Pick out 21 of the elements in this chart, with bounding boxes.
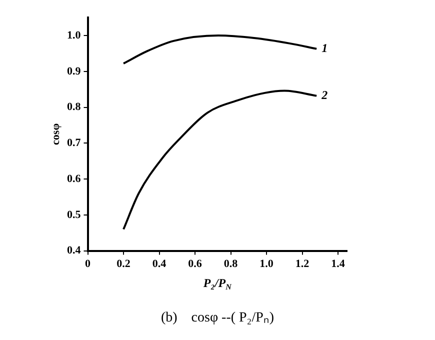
y-axis-title: cosφ [50,123,62,145]
x-tick-label: 1.4 [331,258,346,270]
y-tick-label: 0.6 [67,172,82,185]
y-tick-label: 0.8 [67,101,82,114]
y-tick-label: 0.9 [67,65,82,78]
x-tick-label: 1.2 [295,258,310,270]
x-tick-label: 0 [85,258,91,270]
y-tick-label: 0.4 [67,244,82,257]
y-tick-label: 1.0 [67,29,82,42]
line-series [122,34,318,65]
y-tick-label: 0.7 [67,137,82,150]
x-tick-label: 0.2 [116,258,131,270]
line-series [122,90,318,230]
x-tick-label: 0.8 [224,258,238,270]
x-tick-label: 1.0 [260,258,274,270]
x-tick-label: 0.4 [152,258,167,270]
text: (b) cosφ --( P₂/Pₙ) [160,310,274,326]
y-tick-label: 0.5 [67,208,82,221]
x-tick-label: 0.6 [188,258,202,270]
series-label: 2 [320,88,328,102]
series-label: 1 [322,40,328,55]
